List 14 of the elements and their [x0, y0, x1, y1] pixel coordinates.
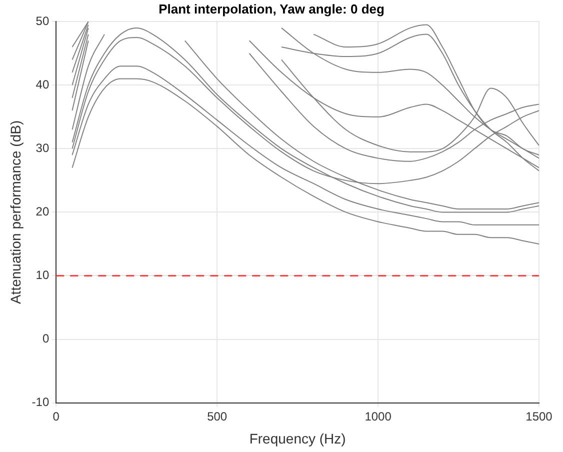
y-tick-label: 20 [36, 204, 50, 219]
y-tick-label: 10 [36, 268, 50, 282]
x-tick-label: 1000 [364, 409, 392, 424]
x-tick-label: 0 [52, 409, 60, 424]
y-tick-label: 50 [36, 14, 50, 28]
x-axis-title: Frequency (Hz) [249, 430, 346, 446]
x-tick-label: 1500 [526, 409, 553, 424]
y-axis-title: Attenuation performance (dB) [7, 120, 24, 304]
y-tick-label: 0 [42, 332, 50, 346]
chart-title: Plant interpolation, Yaw angle: 0 deg [158, 1, 384, 16]
y-tick-label: 30 [36, 140, 50, 155]
x-tick-label: 500 [207, 409, 228, 424]
y-tick-label: -10 [32, 395, 50, 410]
y-tick-label: 40 [36, 77, 50, 92]
